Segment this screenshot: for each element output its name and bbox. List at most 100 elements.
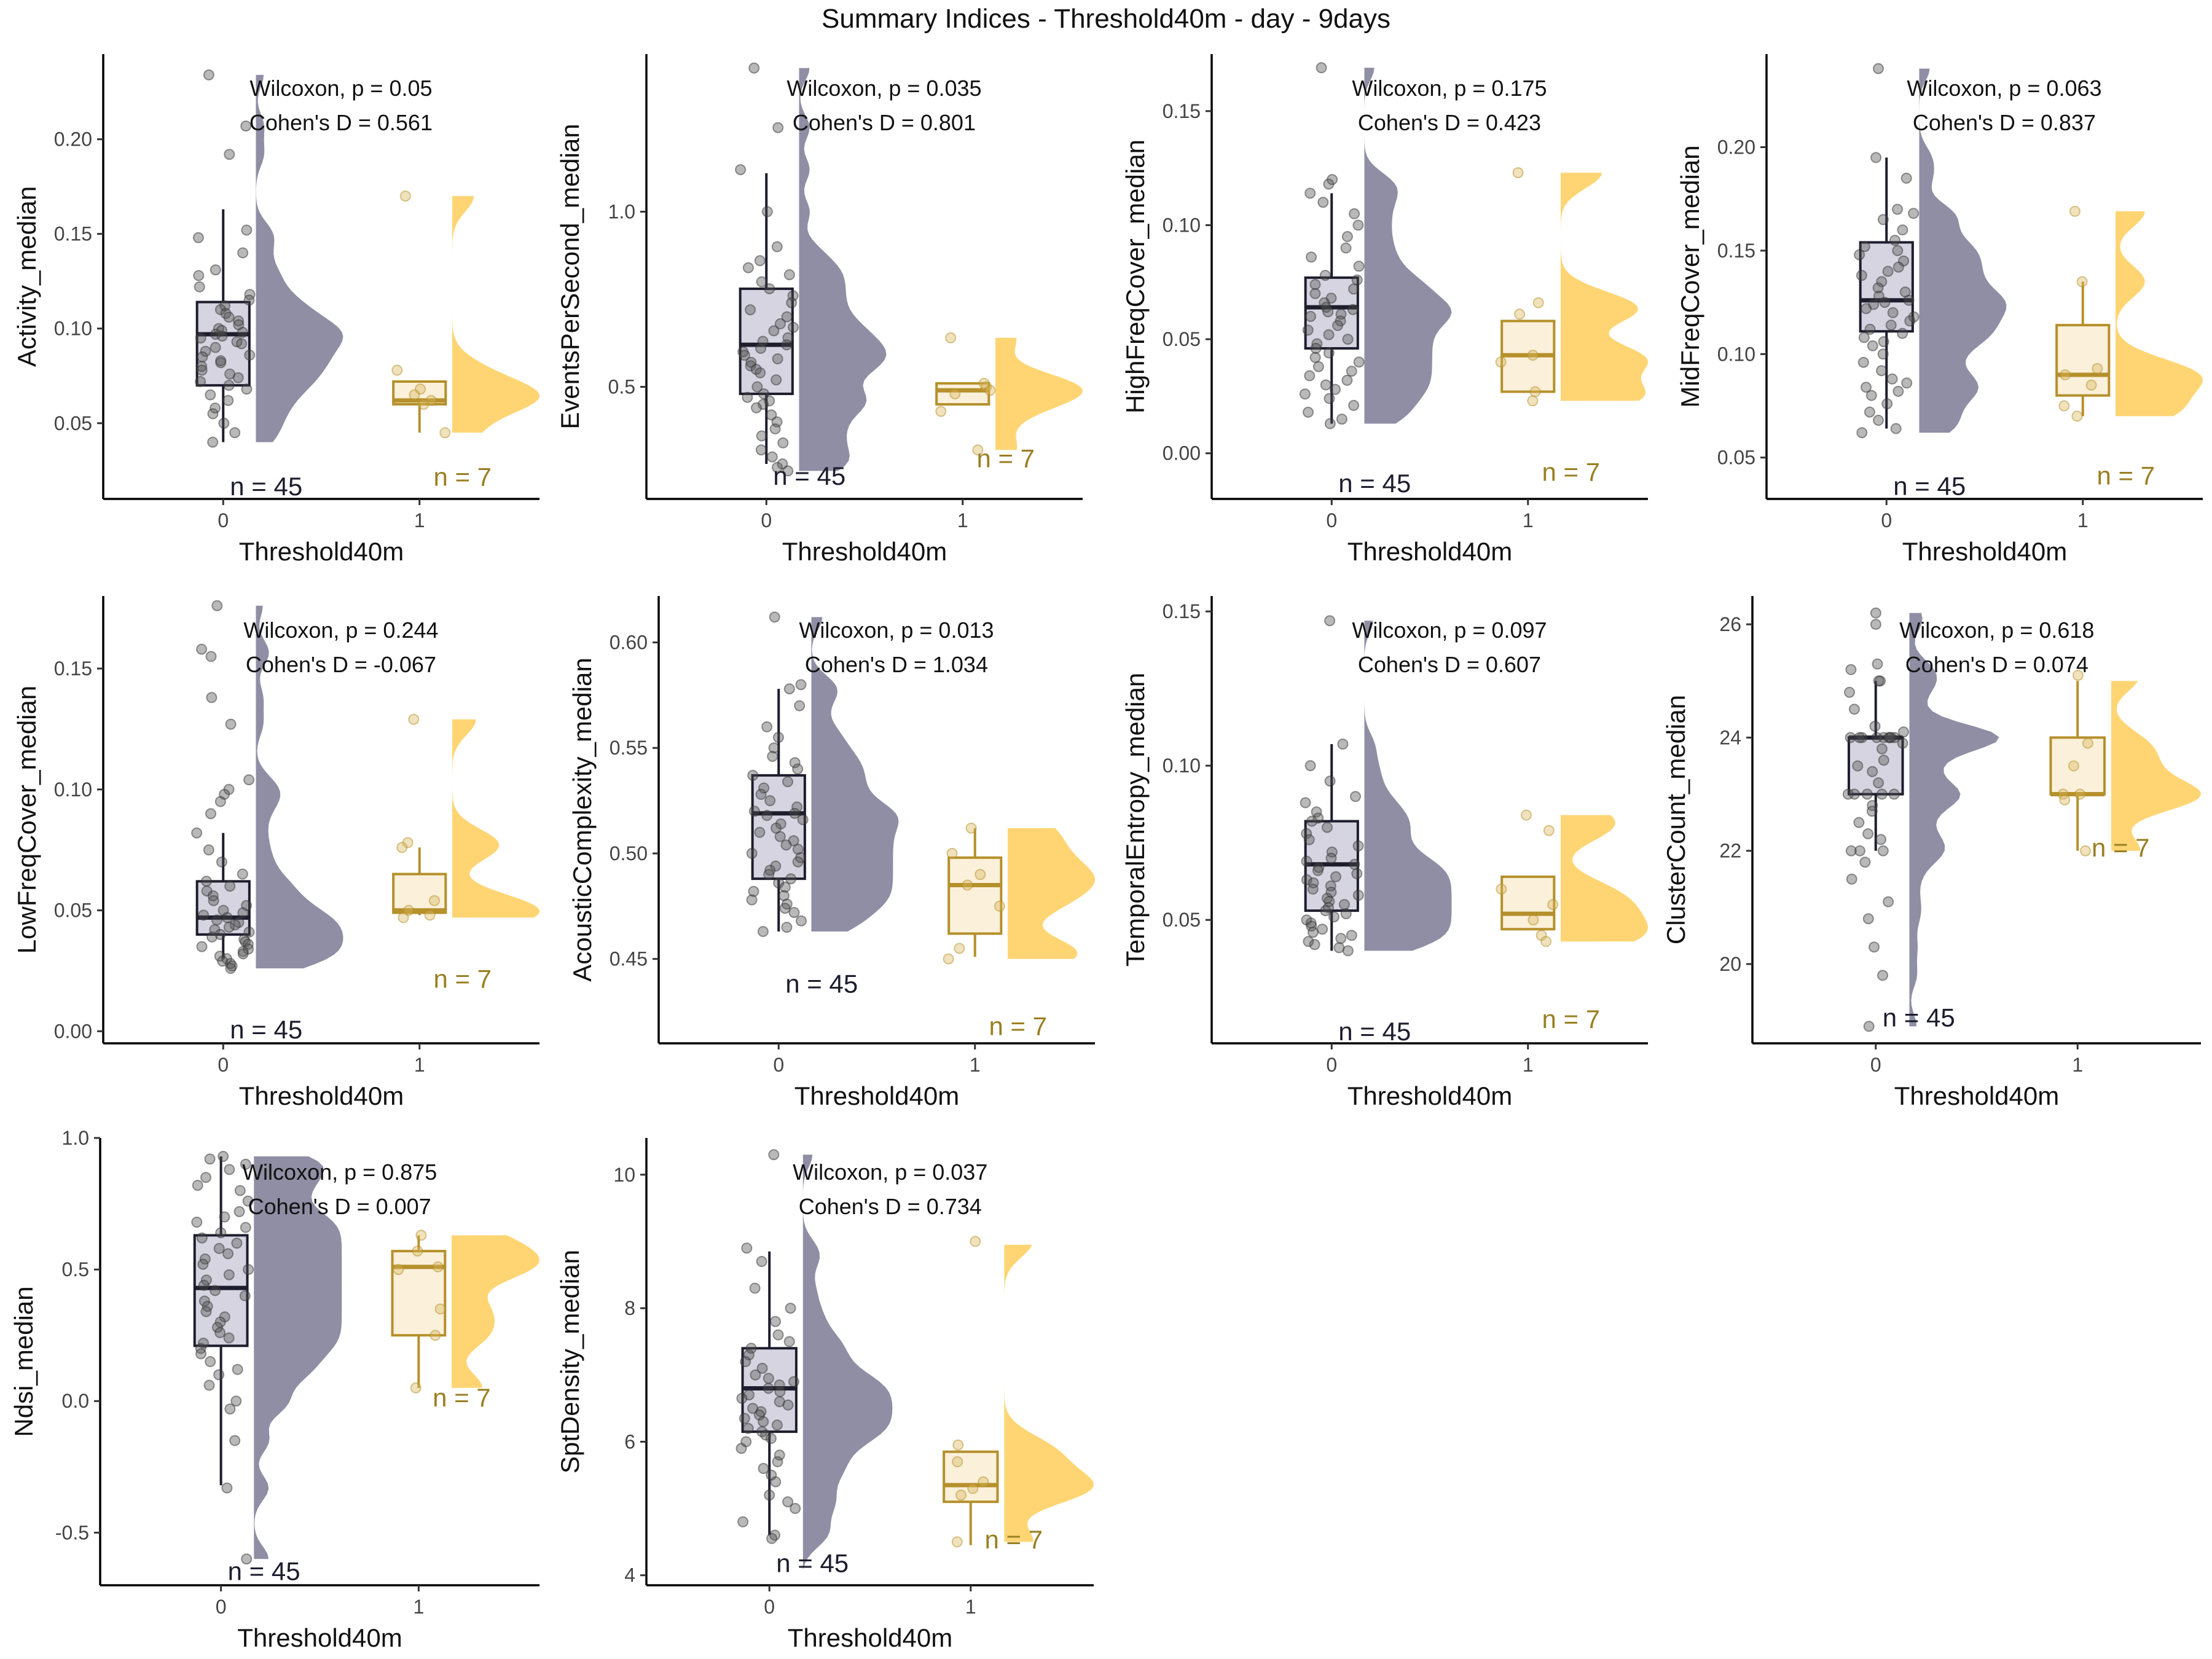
cohens-d-annotation: Cohen's D = 0.007 — [248, 1194, 431, 1219]
y-tick-label: 20 — [1719, 953, 1741, 975]
data-point — [237, 948, 249, 960]
data-point — [740, 1356, 751, 1367]
data-point — [1543, 825, 1555, 836]
wilcoxon-annotation: Wilcoxon, p = 0.618 — [1899, 618, 2094, 643]
data-point — [203, 69, 214, 80]
data-point — [1342, 945, 1354, 957]
data-point — [788, 1376, 799, 1387]
data-point — [1528, 914, 1539, 926]
y-tick-label: 0.05 — [1163, 909, 1201, 931]
data-point — [224, 149, 235, 160]
data-point — [398, 912, 409, 924]
data-point — [409, 389, 420, 401]
data-point — [206, 692, 218, 704]
data-point — [1854, 845, 1865, 857]
cohens-d-annotation: Cohen's D = 0.607 — [1358, 652, 1541, 677]
y-tick-label: 0.10 — [1717, 343, 1755, 365]
data-point — [1875, 834, 1886, 845]
data-point — [196, 643, 208, 655]
panel-2: n = 45 n = 7 0.5 1.0 0 1 Threshold40m EventsPer… — [555, 54, 1083, 566]
density-cloud-group-0 — [256, 74, 343, 442]
data-point — [1496, 884, 1507, 895]
density-cloud-group-1 — [1004, 1244, 1094, 1542]
data-point — [424, 909, 436, 921]
data-point — [774, 831, 786, 842]
data-point — [754, 826, 766, 838]
data-point — [1861, 382, 1872, 393]
data-point — [746, 847, 758, 859]
data-point — [1312, 361, 1324, 372]
data-point — [772, 353, 783, 364]
x-axis-label: Threshold40m — [237, 1623, 402, 1652]
data-point — [213, 1369, 225, 1381]
data-point — [785, 873, 797, 885]
data-point — [1521, 809, 1532, 821]
data-point — [1908, 311, 1920, 323]
data-point — [1350, 791, 1361, 802]
data-point — [205, 808, 216, 820]
data-point — [216, 331, 228, 342]
data-point — [781, 311, 793, 323]
data-point — [192, 232, 204, 243]
data-point — [771, 374, 782, 386]
data-point — [242, 1195, 254, 1207]
x-axis-label: Threshold40m — [239, 1081, 404, 1110]
data-point — [782, 1399, 794, 1411]
density-cloud-group-0 — [256, 605, 343, 969]
y-tick-label: 0.00 — [54, 1020, 92, 1042]
data-point — [232, 372, 244, 383]
data-point — [237, 868, 248, 880]
data-point — [230, 1395, 242, 1407]
data-point — [434, 1303, 446, 1315]
data-point — [203, 1379, 215, 1391]
data-point — [216, 856, 227, 868]
data-point — [1898, 726, 1909, 738]
data-point — [208, 895, 219, 906]
data-point — [736, 1392, 748, 1404]
data-point — [770, 1316, 781, 1327]
data-point — [756, 1256, 767, 1267]
data-point — [1340, 908, 1352, 920]
density-cloud-group-0 — [1364, 68, 1452, 424]
data-point — [768, 742, 780, 754]
data-point — [243, 774, 255, 786]
panel-5: n = 45 n = 7 0.00 0.05 0.10 0.15 0 1 Threshold40… — [12, 596, 539, 1110]
data-point — [797, 814, 809, 825]
data-point — [1903, 294, 1915, 306]
data-point — [233, 315, 245, 327]
y-axis-label: ClusterCount_median — [1661, 695, 1690, 944]
data-point — [229, 427, 241, 439]
x-tick-label: 1 — [970, 1054, 981, 1076]
data-point — [214, 1327, 226, 1338]
y-tick-label: 6 — [624, 1430, 635, 1453]
y-tick-label: 0.50 — [610, 842, 648, 865]
data-point — [410, 1382, 422, 1394]
data-point — [1876, 276, 1888, 288]
data-point — [792, 763, 804, 775]
n-label-group-1: n = 7 — [433, 462, 492, 491]
data-point — [241, 383, 253, 395]
data-point — [761, 721, 773, 732]
y-tick-label: 0.5 — [62, 1258, 89, 1281]
data-point — [243, 294, 255, 306]
data-point — [222, 1248, 234, 1260]
data-point — [1859, 241, 1870, 253]
data-point — [766, 451, 778, 463]
data-point — [771, 1419, 783, 1431]
data-point — [768, 1149, 780, 1161]
data-point — [1303, 936, 1314, 947]
data-point — [218, 417, 230, 429]
data-point — [779, 881, 791, 893]
data-point — [1845, 845, 1857, 857]
y-tick-label: 0.45 — [610, 948, 648, 970]
data-point — [1324, 775, 1336, 787]
data-point — [1877, 348, 1889, 360]
data-point — [1306, 815, 1318, 827]
data-point — [1299, 388, 1311, 400]
data-point — [1858, 332, 1870, 343]
y-tick-label: 0.15 — [54, 657, 92, 680]
panel-8: n = 45 n = 7 20 22 24 26 0 1 Threshold40m Cluster… — [1661, 596, 2201, 1110]
panel-6: n = 45 n = 7 0.45 0.50 0.55 0.60 0 1 Threshold40… — [568, 596, 1095, 1110]
n-label-group-1: n = 7 — [2092, 833, 2150, 862]
